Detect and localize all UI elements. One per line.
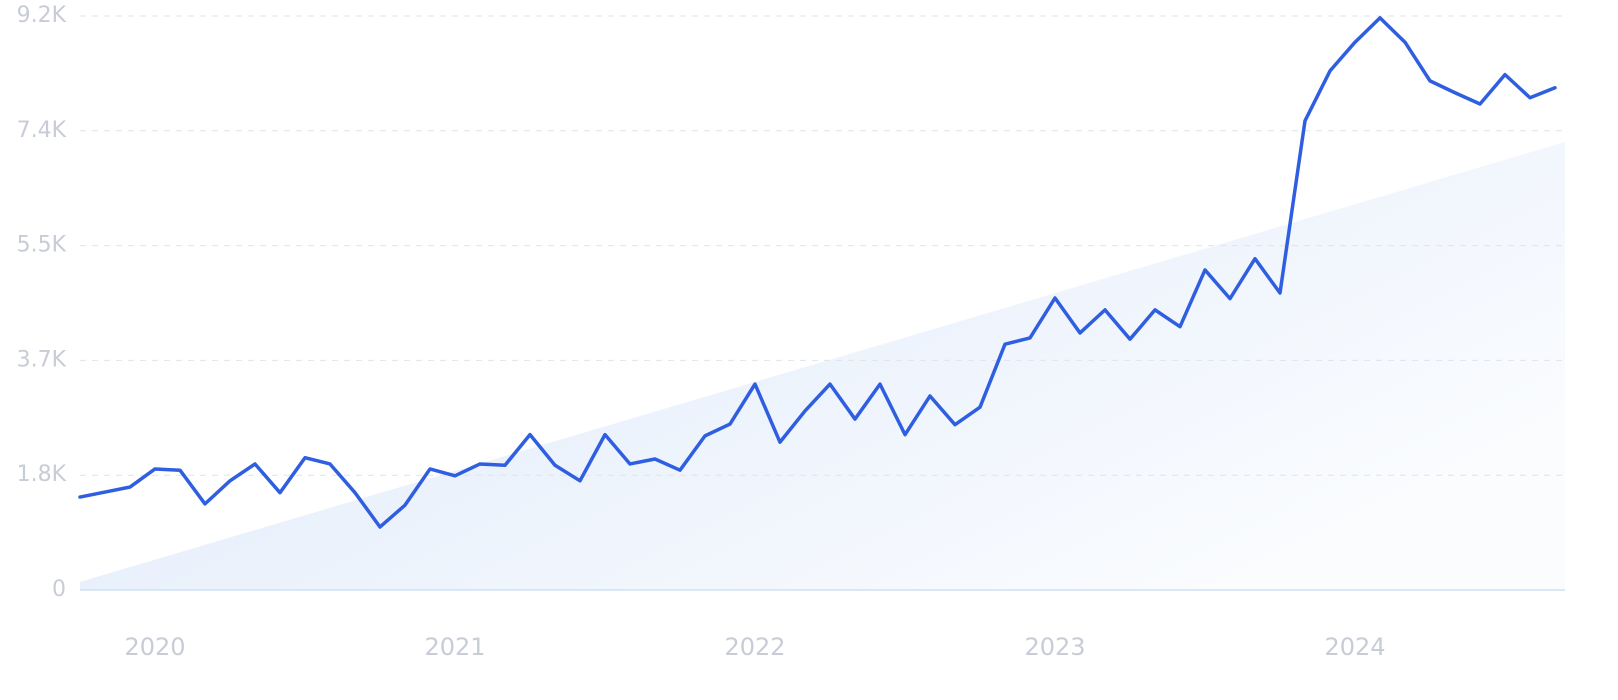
y-tick-label: 5.5K: [17, 233, 67, 258]
trend-area: [80, 142, 1565, 590]
y-tick-label: 0: [52, 577, 66, 602]
y-tick-label: 7.4K: [17, 118, 67, 143]
x-tick-label: 2023: [1024, 633, 1085, 661]
x-tick-label: 2020: [124, 633, 185, 661]
x-tick-label: 2021: [424, 633, 485, 661]
trend-line: [78, 16, 1557, 529]
y-tick-label: 1.8K: [17, 462, 67, 487]
y-tick-label: 9.2K: [17, 3, 67, 28]
y-tick-label: 3.7K: [17, 347, 67, 372]
x-tick-label: 2022: [724, 633, 785, 661]
x-tick-label: 2024: [1324, 633, 1385, 661]
